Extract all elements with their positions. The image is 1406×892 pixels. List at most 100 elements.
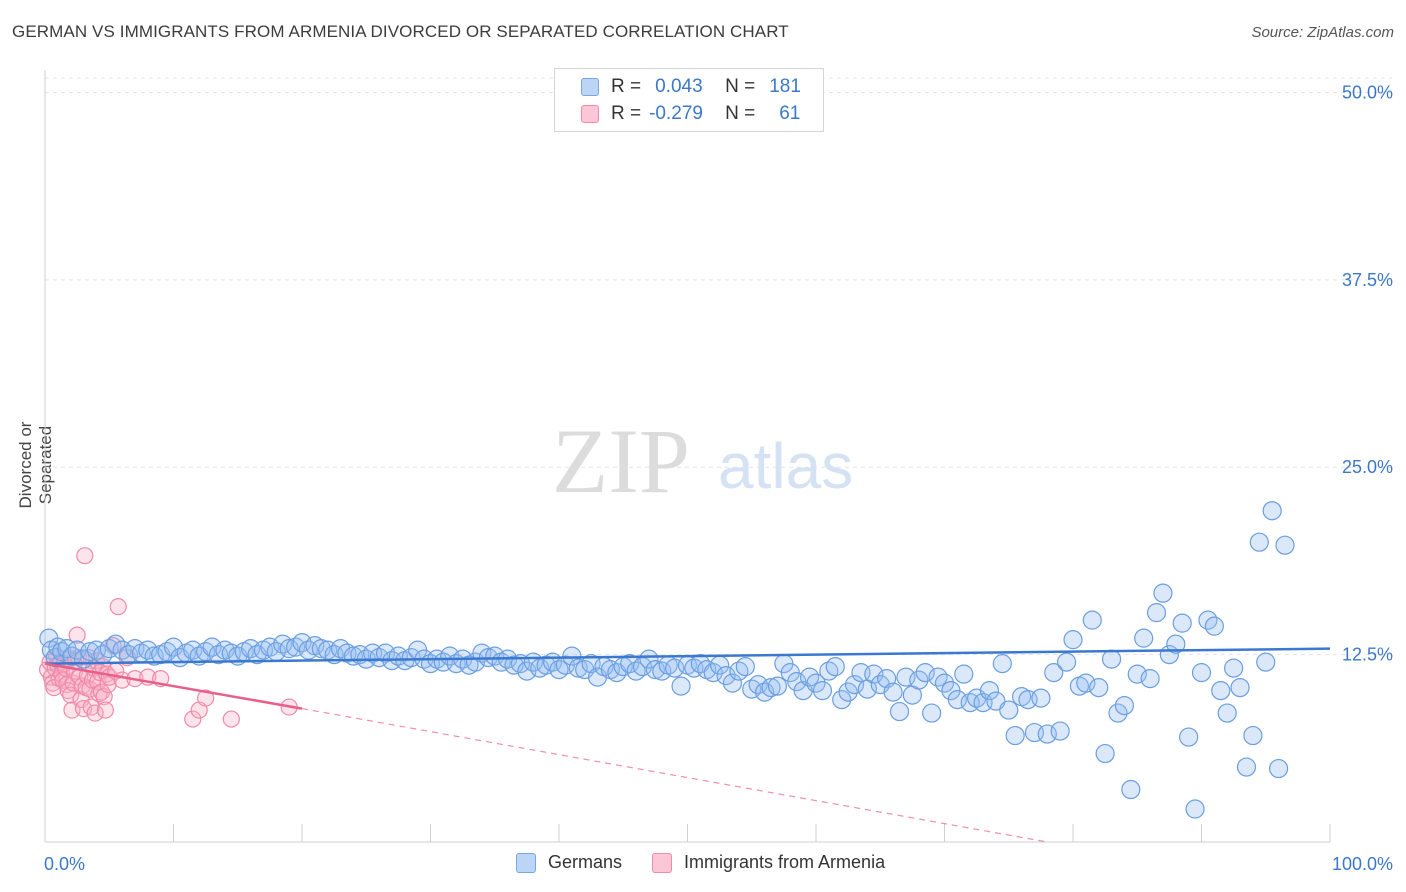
- german-point: [999, 700, 1019, 720]
- german-point: [922, 703, 942, 723]
- german-point: [864, 664, 884, 684]
- german-point: [761, 677, 781, 698]
- source-label: Source: ZipAtlas.com: [1251, 24, 1394, 41]
- german-point: [1179, 727, 1199, 747]
- german-point: [1134, 628, 1154, 648]
- german-point: [568, 658, 588, 678]
- chart-title: GERMAN VS IMMIGRANTS FROM ARMENIA DIVORC…: [12, 22, 789, 41]
- correlation-legend: R = 0.043 N = 181 R = -0.279 N = 61: [554, 68, 824, 132]
- german-point: [992, 654, 1012, 674]
- german-point: [639, 649, 659, 669]
- german-point: [1262, 501, 1282, 521]
- german-point: [934, 673, 955, 693]
- german-point: [838, 682, 858, 702]
- armenia-point: [197, 689, 215, 707]
- german-point: [1114, 695, 1135, 716]
- german-point: [1224, 658, 1244, 678]
- legend-item-germans: Germans: [516, 852, 622, 873]
- german-point: [1153, 583, 1173, 603]
- german-point: [1050, 721, 1070, 741]
- german-point: [1005, 725, 1025, 746]
- germans-label: Germans: [548, 852, 623, 872]
- german-point: [1185, 799, 1205, 819]
- legend-swatch-blue: [581, 78, 599, 96]
- armenia-point: [86, 704, 104, 722]
- german-point: [1268, 758, 1289, 779]
- german-point: [1249, 532, 1269, 552]
- armenia-point: [76, 547, 94, 565]
- german-point: [1217, 703, 1237, 723]
- armenia-trend-line: [44, 662, 303, 710]
- legend-row-germans: R = 0.043 N = 181: [581, 75, 801, 99]
- german-point: [1076, 673, 1096, 693]
- armenia-trend-extension: [301, 707, 1048, 843]
- german-point: [1275, 535, 1295, 555]
- y-tick-label: 25.0%: [1342, 457, 1393, 477]
- german-point: [1211, 680, 1231, 701]
- german-point: [671, 676, 691, 696]
- german-point: [954, 664, 974, 684]
- german-point: [1063, 630, 1083, 650]
- german-point: [806, 673, 826, 693]
- german-point: [1243, 725, 1263, 746]
- german-point: [825, 657, 845, 677]
- tick-labels: 12.5% 25.0% 37.5% 50.0% 0.0% 100.0%: [44, 82, 1393, 874]
- legend-r-label: R =: [611, 103, 642, 124]
- german-point: [1031, 688, 1051, 708]
- german-point: [1166, 634, 1186, 654]
- armenia-label: Immigrants from Armenia: [684, 852, 886, 872]
- german-point: [767, 676, 788, 696]
- german-point: [1108, 703, 1128, 723]
- german-point: [812, 680, 833, 701]
- german-point: [144, 646, 164, 666]
- german-point: [883, 682, 903, 702]
- german-point: [844, 675, 865, 695]
- y-tick-label: 37.5%: [1342, 270, 1393, 290]
- german-trend-line: [44, 647, 1331, 665]
- armenia-point: [184, 710, 202, 728]
- german-point: [1191, 663, 1212, 683]
- watermark: ZIP atlas: [552, 410, 853, 512]
- german-point: [915, 663, 935, 683]
- series-legend: Germans Immigrants from Armenia: [516, 852, 915, 873]
- german-point: [1095, 743, 1115, 764]
- legend-r-label: R =: [611, 76, 642, 97]
- german-point: [889, 701, 910, 722]
- german-point: [1140, 669, 1160, 689]
- german-point: [832, 689, 852, 710]
- watermark-atlas: atlas: [718, 430, 853, 502]
- legend-n-label: N =: [725, 76, 756, 97]
- legend-item-armenia: Immigrants from Armenia: [652, 852, 885, 873]
- german-point: [1089, 677, 1109, 698]
- german-point: [1230, 677, 1250, 698]
- german-point: [1256, 652, 1276, 672]
- german-point: [1121, 779, 1141, 800]
- german-point: [52, 642, 72, 662]
- axes: [44, 70, 1331, 843]
- german-point: [62, 646, 82, 666]
- legend-n-label: N =: [725, 103, 756, 124]
- german-point: [1146, 603, 1167, 623]
- legend-n-value: 181: [769, 76, 801, 97]
- x-tick-label: 0.0%: [44, 854, 85, 874]
- german-point: [979, 680, 1000, 701]
- armenia-point: [109, 598, 127, 616]
- armenia-point: [222, 710, 240, 728]
- legend-n-value: 61: [779, 103, 801, 124]
- germans-swatch: [516, 852, 536, 873]
- legend-r-value: -0.279: [649, 103, 703, 124]
- grid-lines: [45, 77, 1392, 656]
- german-point: [645, 660, 665, 680]
- armenia-swatch: [652, 852, 673, 873]
- german-point: [909, 670, 929, 690]
- german-point: [716, 666, 736, 686]
- german-point: [1127, 664, 1147, 684]
- y-tick-label: 12.5%: [1342, 645, 1393, 665]
- legend-row-armenia: R = -0.279 N = 61: [581, 102, 800, 126]
- german-point: [1082, 610, 1102, 630]
- german-point: [1056, 652, 1077, 672]
- german-point: [1101, 649, 1122, 669]
- y-tick-label: 50.0%: [1342, 82, 1393, 102]
- trend-lines: [44, 647, 1331, 843]
